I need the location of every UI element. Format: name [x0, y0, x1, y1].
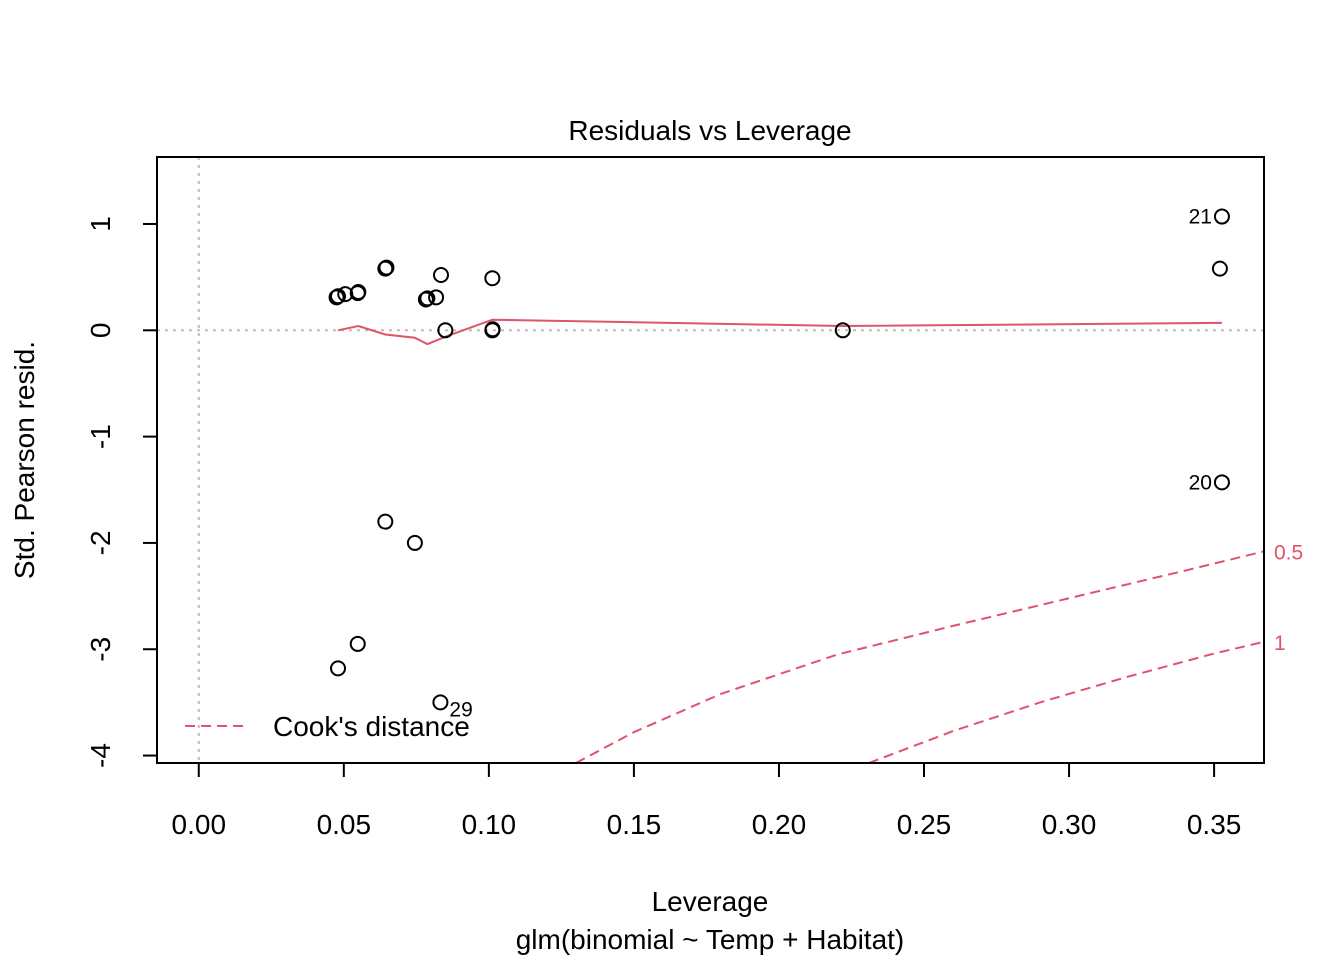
chart-title: Residuals vs Leverage	[568, 115, 851, 146]
data-point	[1213, 474, 1230, 491]
data-point	[432, 694, 449, 711]
x-tick-label: 0.20	[752, 809, 807, 840]
data-point	[1211, 260, 1228, 277]
cooks-contour-1	[868, 640, 1264, 763]
legend-cooks-label: Cook's distance	[273, 711, 470, 742]
data-point	[419, 290, 436, 307]
data-point	[484, 321, 501, 338]
x-tick-label: 0.35	[1187, 809, 1242, 840]
cooks-contour-label-0: 0.5	[1274, 541, 1303, 564]
x-tick-label: 0.30	[1042, 809, 1097, 840]
data-point	[377, 513, 394, 530]
cooks-contour-label-1: 1	[1274, 632, 1286, 655]
x-tick-label: 0.00	[172, 809, 227, 840]
data-point	[437, 322, 454, 339]
y-tick-label: -1	[85, 424, 116, 449]
data-point	[378, 259, 395, 276]
plot-area: 0.5 1 21 20 29 0.00 0.05 0.10 0.15 0.20 0.25 0.30 0.…	[85, 156, 1303, 840]
y-tick-label: 0	[85, 323, 116, 339]
smoothed-trend-line	[337, 318, 1222, 346]
x-tick-label: 0.15	[607, 809, 662, 840]
cooks-distance-contours	[575, 550, 1264, 763]
x-axis-label: Leverage	[652, 886, 769, 917]
data-point	[330, 660, 347, 677]
point-label: 29	[449, 698, 472, 721]
data-point	[330, 288, 347, 305]
y-tick-label: 1	[85, 216, 116, 232]
data-point	[834, 322, 851, 339]
chart-subtitle: glm(binomial ~ Temp + Habitat)	[516, 924, 905, 955]
point-label: 20	[1189, 471, 1212, 494]
data-point	[406, 534, 423, 551]
y-tick-label: -4	[85, 743, 116, 768]
data-point	[1213, 208, 1230, 225]
y-axis-label: Std. Pearson resid.	[9, 341, 40, 579]
y-tick-label: -3	[85, 637, 116, 662]
x-tick-label: 0.25	[897, 809, 952, 840]
plot-frame	[156, 156, 1265, 764]
cooks-contour-0	[575, 550, 1264, 763]
data-point	[349, 285, 366, 302]
data-point	[433, 267, 450, 284]
x-tick-label: 0.05	[317, 809, 372, 840]
data-point	[349, 635, 366, 652]
data-point	[428, 289, 445, 306]
x-tick-label: 0.10	[462, 809, 517, 840]
y-tick-label: -2	[85, 530, 116, 555]
point-label: 21	[1189, 206, 1212, 229]
data-point	[484, 270, 501, 287]
